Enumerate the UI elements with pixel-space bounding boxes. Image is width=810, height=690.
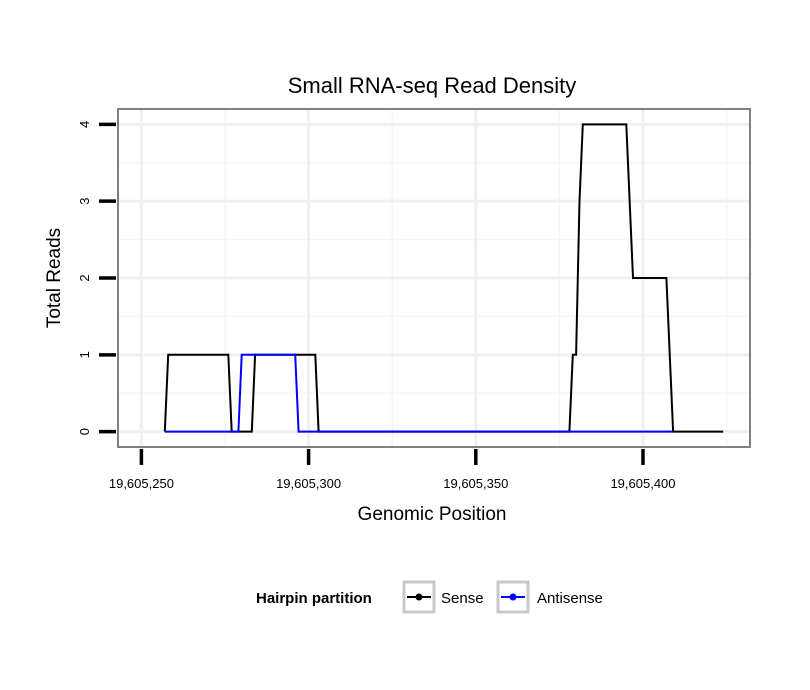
- legend-key-antisense-point: [509, 593, 517, 601]
- legend-label-sense: Sense: [441, 590, 484, 607]
- y-tick-label: 4: [77, 121, 92, 128]
- legend-key-sense-point: [415, 593, 423, 601]
- chart-title: Small RNA-seq Read Density: [288, 73, 577, 98]
- x-tick-label: 19,605,400: [610, 476, 675, 491]
- series-line-sense: [163, 123, 724, 433]
- series-line-antisense: [164, 353, 674, 433]
- legend-title: Hairpin partition: [256, 590, 372, 607]
- legend: Hairpin partition Sense Antisense: [256, 580, 603, 614]
- y-tick-label: 2: [77, 274, 92, 281]
- y-tick-label: 0: [77, 428, 92, 435]
- plot-panel-border: [117, 108, 751, 448]
- x-axis-title: Genomic Position: [358, 504, 507, 525]
- y-axis-title: Total Reads: [44, 228, 65, 328]
- x-tick-label: 19,605,300: [276, 476, 341, 491]
- y-tick-label: 3: [77, 198, 92, 205]
- x-tick-label: 19,605,250: [109, 476, 174, 491]
- x-tick-label: 19,605,350: [443, 476, 508, 491]
- y-tick-label: 1: [77, 351, 92, 358]
- axes: 19,605,250 19,605,300 19,605,350 19,605,400…: [77, 121, 676, 491]
- legend-label-antisense: Antisense: [537, 590, 603, 607]
- series-lines: [163, 123, 724, 433]
